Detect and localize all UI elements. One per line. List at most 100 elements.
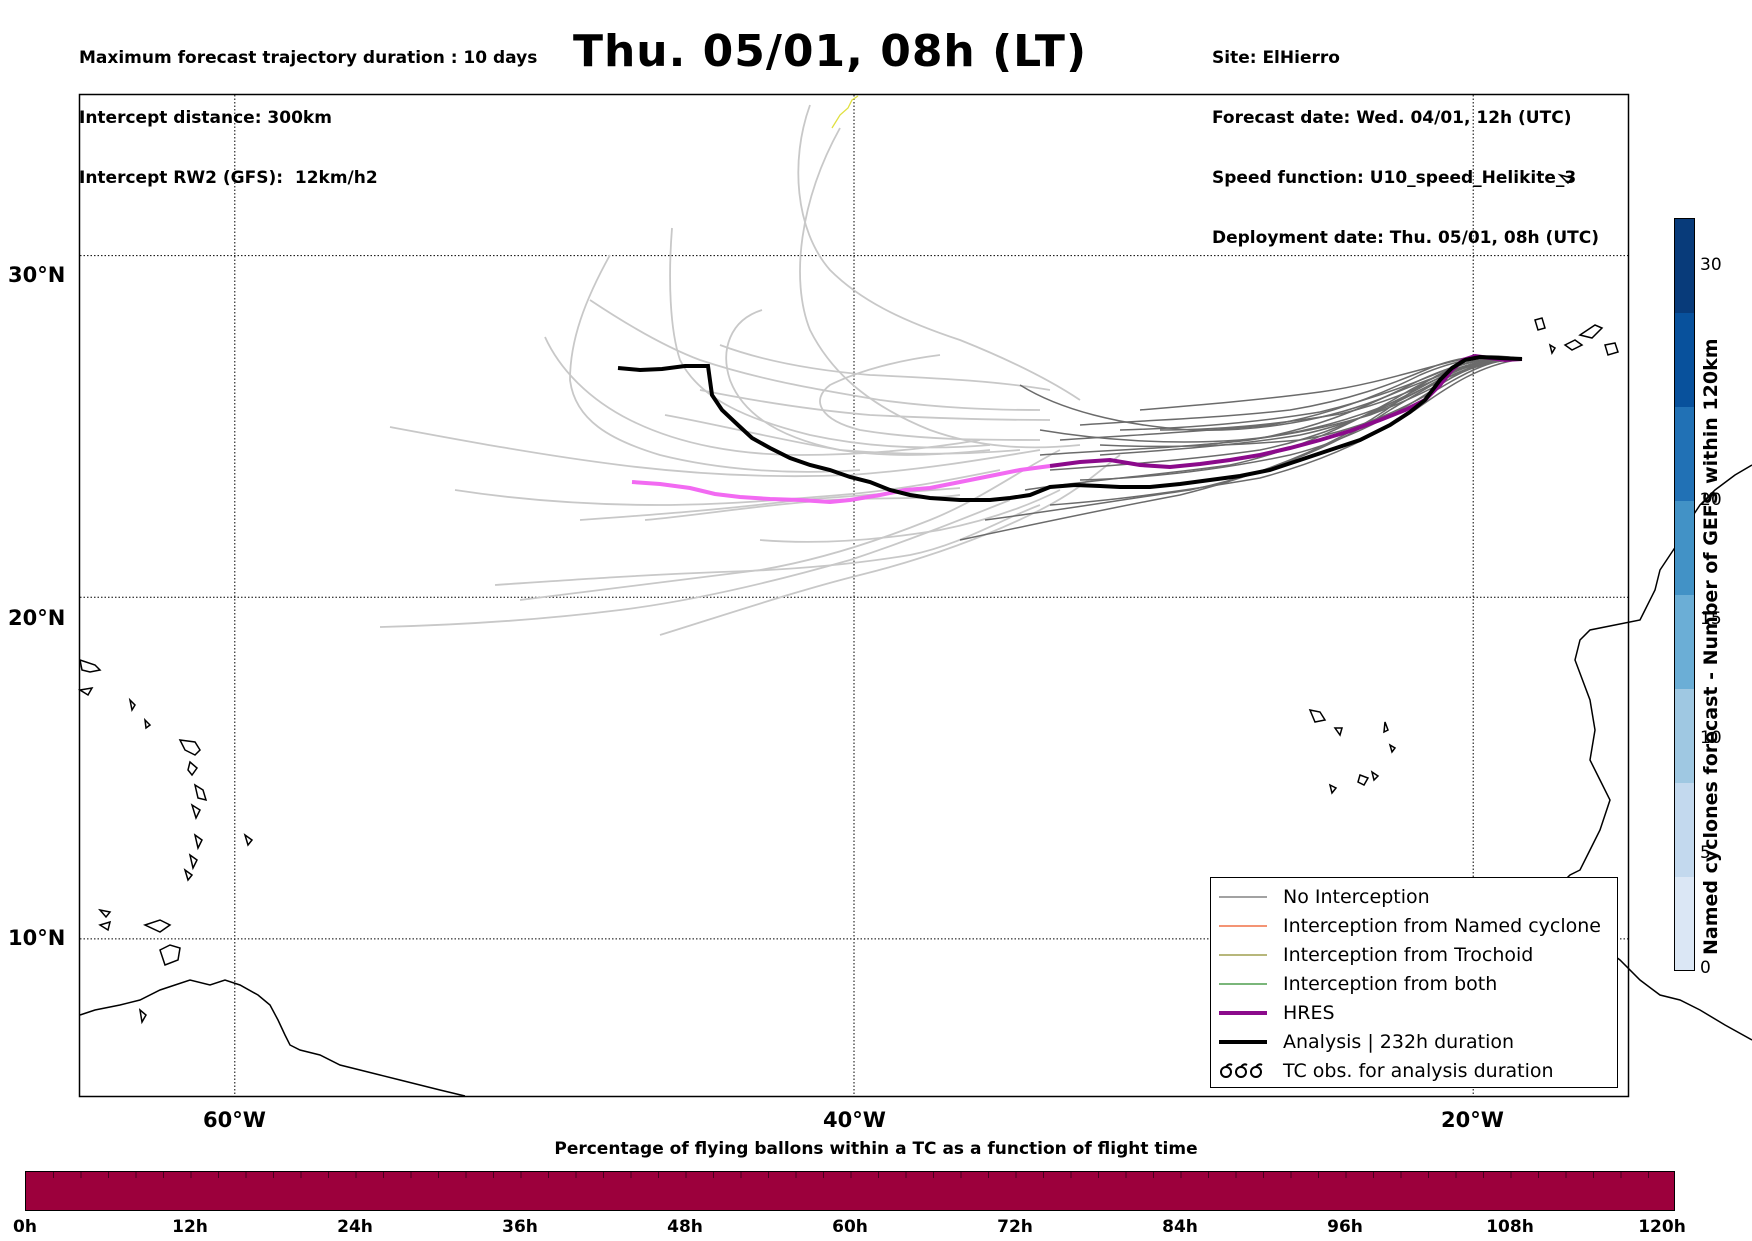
ensemble-track-10	[1079, 358, 1523, 481]
early-track-12	[799, 127, 1081, 449]
trajectory-yellow	[831, 95, 859, 129]
header-speed-function: Speed function: U10_speed_Helikite_3	[1212, 168, 1577, 188]
header-line-duration: Maximum forecast trajectory duration : 1…	[79, 48, 538, 68]
legend-item-named-cyclone: Interception from Named cyclone	[1211, 911, 1617, 940]
colorbar-tick-20: 20	[1700, 490, 1722, 510]
legend-swatch-trochoid	[1219, 953, 1267, 956]
header-line-distance: Intercept distance: 300km	[79, 108, 332, 128]
bar-tick-48h: 48h	[667, 1217, 703, 1237]
colorbar-tick-15: 15	[1700, 609, 1722, 629]
colorbar-bands	[1674, 218, 1695, 971]
ensemble-track-14	[1049, 358, 1523, 506]
bar-tick-120h: 120h	[1638, 1217, 1686, 1237]
header-site: Site: ElHierro	[1212, 48, 1340, 68]
legend-swatch-both	[1219, 982, 1267, 985]
early-track-14	[589, 299, 1041, 411]
bar-tick-60h: 60h	[832, 1217, 868, 1237]
early-track-4	[379, 499, 1011, 628]
lon-label-40w: 40°W	[823, 1108, 886, 1132]
header-forecast-date: Forecast date: Wed. 04/01, 12h (UTC)	[1212, 108, 1572, 128]
colorbar-tick-30: 30	[1700, 255, 1722, 275]
bar-tick-24h: 24h	[337, 1217, 373, 1237]
colorbar-band-1	[1674, 782, 1695, 877]
bar-tick-96h: 96h	[1327, 1217, 1363, 1237]
early-track-9	[544, 336, 981, 456]
bar-tick-72h: 72h	[997, 1217, 1033, 1237]
colorbar-title: Named cyclones forecast - Number of GEFS…	[1700, 338, 1722, 955]
page-title: Thu. 05/01, 08h (LT)	[572, 26, 1088, 77]
analysis-track	[617, 354, 1523, 502]
hres-early-track	[631, 464, 1051, 505]
legend-swatch-no-interception	[1219, 895, 1267, 898]
coastlines	[77, 173, 1752, 1097]
bar-tick-0h: 0h	[13, 1217, 37, 1237]
legend-item-tc-obs: TC obs. for analysis duration	[1211, 1056, 1617, 1085]
early-track-8	[389, 426, 1041, 478]
ensemble-track-12	[1119, 356, 1523, 431]
colorbar-band-7	[1674, 218, 1695, 313]
lon-label-20w: 20°W	[1441, 1108, 1504, 1132]
legend-item-both: Interception from both	[1211, 969, 1617, 998]
map-frame	[78, 93, 1630, 1098]
early-forecast-tracks	[379, 104, 1121, 636]
lon-label-60w: 60°W	[203, 1108, 266, 1132]
early-track-3	[519, 449, 1061, 601]
legend-label-analysis: Analysis | 232h duration	[1283, 1030, 1515, 1053]
early-track-5	[659, 454, 1121, 636]
early-track-18	[719, 344, 1051, 391]
header-line-rw2: Intercept RW2 (GFS): 12km/h2	[79, 168, 378, 188]
early-track-6	[494, 504, 1041, 586]
legend-swatch-hres	[1219, 1010, 1267, 1015]
tc-percentage-bar	[25, 1171, 1675, 1211]
colorbar-band-3	[1674, 594, 1695, 689]
header-deployment-date: Deployment date: Thu. 05/01, 08h (UTC)	[1212, 228, 1599, 248]
colorbar-band-5	[1674, 406, 1695, 501]
tc-percentage-bar-ticks	[53, 1172, 1649, 1178]
colorbar-band-2	[1674, 688, 1695, 783]
early-track-19	[699, 389, 1051, 421]
colorbar-band-4	[1674, 500, 1695, 595]
bottom-bar-caption: Percentage of flying ballons within a TC…	[554, 1139, 1198, 1159]
early-track-11	[669, 227, 991, 449]
tc-symbol-icon	[1220, 1062, 1263, 1078]
legend-label-trochoid: Interception from Trochoid	[1283, 943, 1534, 966]
no-interception-tracks	[959, 355, 1523, 541]
legend-item-trochoid: Interception from Trochoid	[1211, 940, 1617, 969]
bar-tick-84h: 84h	[1162, 1217, 1198, 1237]
bar-tick-12h: 12h	[172, 1217, 208, 1237]
lat-label-30: 30°N	[8, 263, 66, 287]
ensemble-track-16	[1159, 357, 1523, 431]
legend-label-both: Interception from both	[1283, 972, 1498, 995]
colorbar-frame	[1674, 218, 1695, 971]
header-left: Maximum forecast trajectory duration : 1…	[79, 8, 537, 208]
ensemble-track-17	[1199, 357, 1523, 446]
colorbar-band-0	[1674, 876, 1695, 971]
colorbar-tick-0: 0	[1700, 958, 1711, 978]
early-track-17	[797, 104, 1081, 401]
legend-swatch-named-cyclone	[1219, 924, 1267, 927]
legend-label-tc-obs: TC obs. for analysis duration	[1283, 1059, 1554, 1082]
early-track-16	[819, 354, 1041, 441]
legend-label-named-cyclone: Interception from Named cyclone	[1283, 914, 1601, 937]
ensemble-track-15	[1099, 358, 1523, 448]
map-legend: No Interception Interception from Named …	[1210, 877, 1618, 1088]
header-right: Site: ElHierro Forecast date: Wed. 04/01…	[1212, 8, 1599, 268]
colorbar	[1674, 218, 1695, 971]
legend-label-hres: HRES	[1283, 1001, 1335, 1024]
early-track-20	[759, 489, 1061, 543]
early-track-15	[664, 414, 1021, 455]
legend-label-no-interception: No Interception	[1283, 885, 1430, 908]
legend-item-analysis: Analysis | 232h duration	[1211, 1027, 1617, 1056]
lat-label-20: 20°N	[8, 606, 66, 630]
legend-swatch-analysis	[1219, 1039, 1267, 1044]
bar-tick-108h: 108h	[1486, 1217, 1534, 1237]
legend-item-no-interception: No Interception	[1211, 882, 1617, 911]
colorbar-tick-5: 5	[1700, 843, 1711, 863]
early-track-13	[725, 309, 991, 456]
lat-label-10: 10°N	[8, 926, 66, 950]
colorbar-band-6	[1674, 312, 1695, 407]
legend-item-hres: HRES	[1211, 998, 1617, 1027]
colorbar-tick-10: 10	[1700, 728, 1722, 748]
early-track-10	[569, 254, 861, 473]
